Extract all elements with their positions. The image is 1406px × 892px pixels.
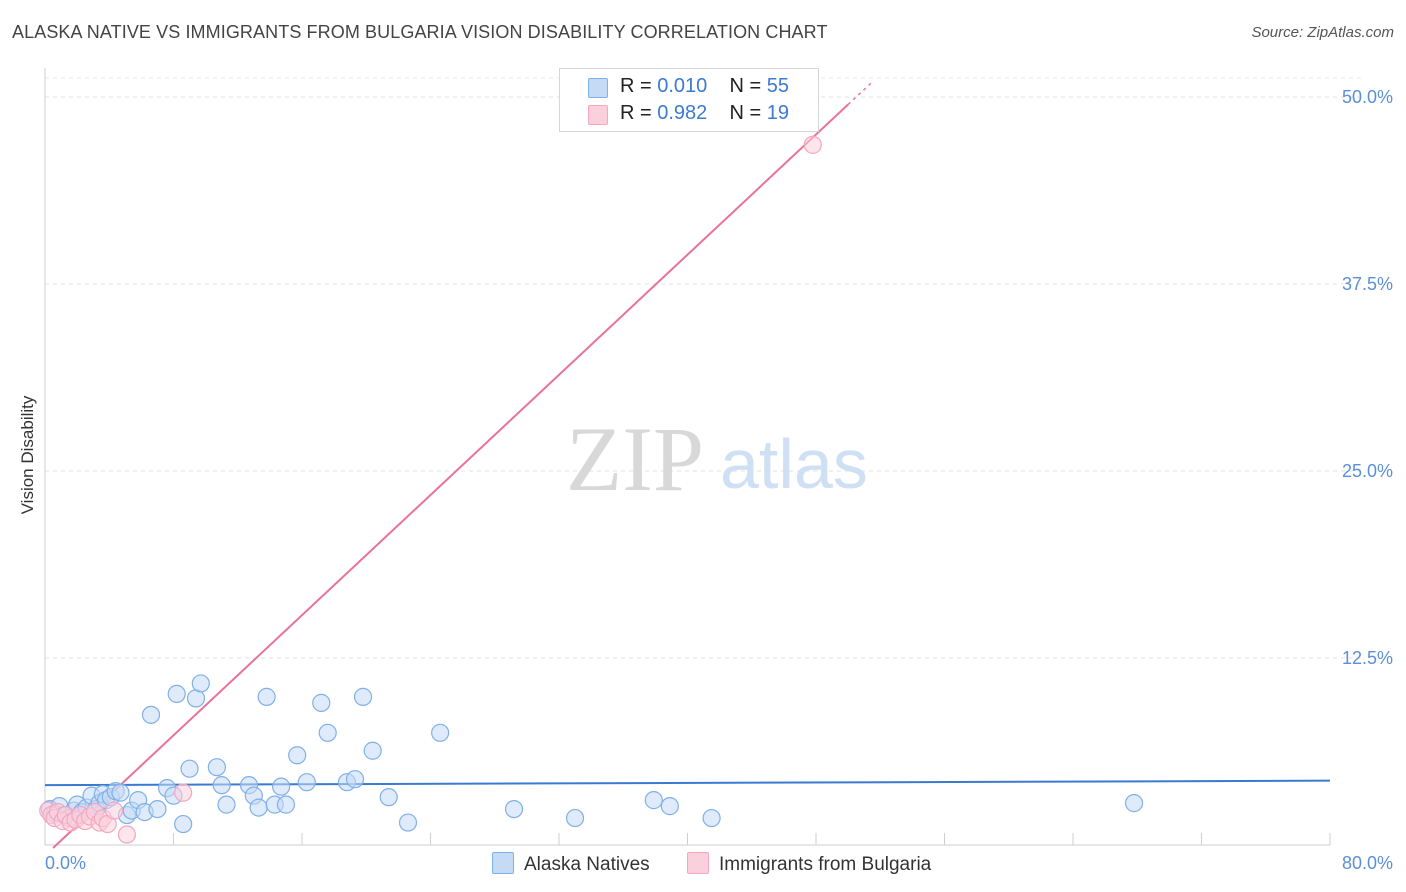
grid [45,77,1365,659]
legend-r-label: R = [620,102,658,124]
point-alaska [180,759,199,778]
legend-n-value: 55 [766,75,790,97]
point-alaska [148,799,167,819]
point-alaska [249,798,268,817]
legend-r-value: 0.010 [657,75,708,97]
point-alaska [297,773,316,792]
trend-lines [44,81,1331,849]
tick-labels: 12.5% 25.0% 37.5% 50.0% 0.0% 80.0% [45,87,1393,873]
point-alaska [504,799,524,819]
trend-line-bulgaria-extension [847,81,873,106]
axes [44,68,1331,846]
legend-row-alaska: R = 0.010 N = 55 [620,75,789,98]
point-bulgaria [104,801,124,820]
x-tick-label: 0.0% [45,853,86,873]
point-alaska [167,684,186,704]
legend-n-label: N = [729,75,767,97]
point-alaska [111,783,130,802]
point-alaska [702,808,721,828]
point-alaska [363,741,382,760]
legend-row-bulgaria: R = 0.982 N = 19 [620,102,789,125]
y-tick-label: 50.0% [1342,87,1393,107]
point-alaska [191,674,210,693]
point-alaska [431,723,450,742]
point-alaska [398,813,418,832]
point-alaska [141,705,161,724]
point-alaska [312,693,331,712]
trend-line-bulgaria [52,103,849,849]
legend-r-value: 0.982 [657,102,708,124]
x-tick-label: 80.0% [1342,853,1393,873]
source-label: Source: ZipAtlas.com [1251,24,1394,41]
watermark-zip: ZIP [566,408,704,510]
point-bulgaria [803,135,822,154]
legend-swatch-bulgaria [588,105,608,125]
point-alaska [644,791,663,810]
point-bulgaria [117,825,137,844]
legend-swatch-alaska [492,852,514,874]
point-bulgaria [174,783,193,802]
watermark: ZIP atlas [566,408,868,510]
legend-label-bulgaria: Immigrants from Bulgaria [719,854,932,875]
legend-item-bulgaria: Immigrants from Bulgaria [687,852,931,876]
legend-item-alaska: Alaska Natives [492,852,650,876]
point-alaska [379,788,398,807]
legend-n-label: N = [729,102,767,124]
y-tick-label: 25.0% [1342,461,1393,481]
trend-line-alaska [44,779,1331,787]
point-alaska [345,770,365,789]
point-alaska [565,808,585,828]
point-alaska [660,797,679,816]
y-axis-label: Vision Disability [18,395,37,514]
data-points [39,135,1144,844]
point-alaska [318,723,337,742]
watermark-atlas: atlas [720,425,868,503]
point-alaska [1124,794,1144,813]
y-tick-label: 37.5% [1342,274,1393,294]
point-alaska [288,746,307,765]
legend-swatch-bulgaria [687,852,709,874]
legend-r-label: R = [620,75,658,97]
point-alaska [272,777,291,796]
point-alaska [212,776,231,795]
point-alaska [353,687,373,706]
legend-n-value: 19 [766,102,790,124]
point-alaska [276,795,296,814]
point-alaska [257,687,276,706]
legend-label-alaska: Alaska Natives [524,854,650,875]
stats-legend: R = 0.010 N = 55 R = 0.982 N = 19 [559,68,819,132]
point-alaska [174,814,193,834]
point-alaska [217,795,236,814]
legend-swatch-alaska [588,78,608,98]
chart-title: ALASKA NATIVE VS IMMIGRANTS FROM BULGARI… [12,22,828,42]
y-tick-label: 12.5% [1342,648,1393,668]
point-alaska [207,758,226,777]
